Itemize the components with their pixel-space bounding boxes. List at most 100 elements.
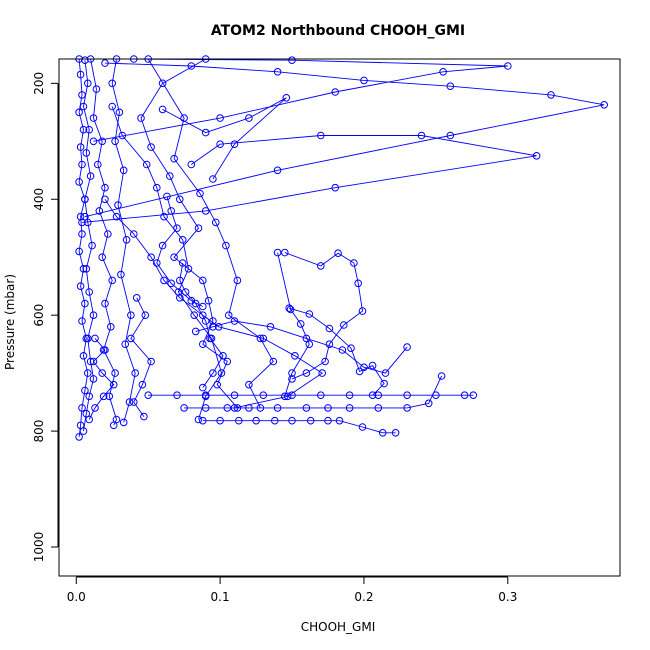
data-point <box>403 391 411 400</box>
data-point <box>214 323 223 331</box>
x-axis-label: CHOOH_GMI <box>301 620 376 634</box>
data-series <box>85 334 118 424</box>
data-series <box>144 391 478 400</box>
data-point <box>101 346 109 354</box>
data-point <box>147 143 155 151</box>
data-point <box>190 311 198 320</box>
data-point <box>273 404 282 412</box>
data-point <box>378 429 387 437</box>
data-point <box>199 302 207 311</box>
y-tick-label: 400 <box>32 188 46 211</box>
data-point <box>158 241 167 250</box>
data-point <box>75 178 83 186</box>
data-point <box>88 241 96 250</box>
data-point <box>82 409 91 418</box>
data-point <box>358 423 367 431</box>
data-series <box>127 294 155 421</box>
data-point <box>324 404 332 412</box>
data-point <box>335 416 344 425</box>
data-series <box>75 55 92 441</box>
data-point <box>216 140 224 148</box>
series-line <box>81 135 537 223</box>
data-point <box>235 416 243 425</box>
data-point <box>127 311 135 320</box>
data-point <box>125 398 134 406</box>
data-point <box>217 369 226 377</box>
data-point <box>504 62 512 70</box>
data-point <box>81 386 89 395</box>
data-point <box>122 236 131 244</box>
data-point <box>176 195 184 204</box>
data-point <box>600 101 609 109</box>
data-point <box>209 369 217 377</box>
data-series <box>81 59 609 221</box>
data-point <box>291 352 299 360</box>
data-point <box>79 125 88 134</box>
data-point <box>108 276 116 285</box>
data-point <box>358 307 367 315</box>
data-point <box>199 340 207 349</box>
x-tick-label: 0.3 <box>498 590 517 604</box>
data-point <box>288 416 296 425</box>
data-point <box>76 70 85 79</box>
data-point <box>101 183 109 192</box>
data-point <box>158 105 167 114</box>
data-point <box>184 265 193 273</box>
data-point <box>99 392 108 401</box>
data-point <box>89 375 98 383</box>
data-series <box>191 317 411 377</box>
data-point <box>107 323 115 331</box>
data-point <box>360 76 368 85</box>
data-point <box>105 392 114 401</box>
data-series <box>199 416 400 437</box>
data-point <box>180 404 188 412</box>
data-point <box>199 416 207 425</box>
data-point <box>305 310 314 318</box>
data-point <box>75 108 83 117</box>
data-point <box>230 317 239 325</box>
series-line <box>111 58 136 423</box>
series-line <box>162 97 287 180</box>
data-point <box>201 207 210 215</box>
series-line <box>195 320 408 374</box>
data-point <box>101 59 109 67</box>
x-axis: 0.0 0.1 0.2 0.3 <box>67 576 517 604</box>
data-point <box>108 79 116 88</box>
data-point <box>187 160 196 169</box>
data-point <box>245 404 253 412</box>
data-point <box>187 296 196 305</box>
data-point <box>119 166 128 175</box>
data-point <box>137 114 145 122</box>
data-point <box>219 352 227 360</box>
data-point <box>173 391 181 400</box>
data-point <box>296 320 305 328</box>
data-point <box>81 212 89 221</box>
data-point <box>101 195 109 204</box>
data-point <box>283 392 292 401</box>
data-point <box>78 160 86 169</box>
data-point <box>170 154 178 163</box>
data-point <box>391 429 400 437</box>
data-point <box>130 230 138 238</box>
data-point <box>76 143 85 151</box>
data-point <box>158 79 167 88</box>
data-point <box>403 404 411 412</box>
data-point <box>178 259 187 267</box>
data-point <box>121 340 129 349</box>
data-point <box>354 279 363 288</box>
data-point <box>79 102 88 111</box>
data-point <box>321 357 329 366</box>
data-point <box>381 369 390 377</box>
data-point <box>288 391 296 400</box>
data-point <box>230 140 239 148</box>
data-point <box>288 369 296 377</box>
data-point <box>176 276 184 285</box>
data-point <box>79 265 88 273</box>
data-point <box>163 192 171 201</box>
data-series <box>158 94 291 183</box>
data-point <box>271 416 279 425</box>
data-point <box>84 369 92 377</box>
data-point <box>147 357 155 366</box>
data-point <box>194 224 203 232</box>
